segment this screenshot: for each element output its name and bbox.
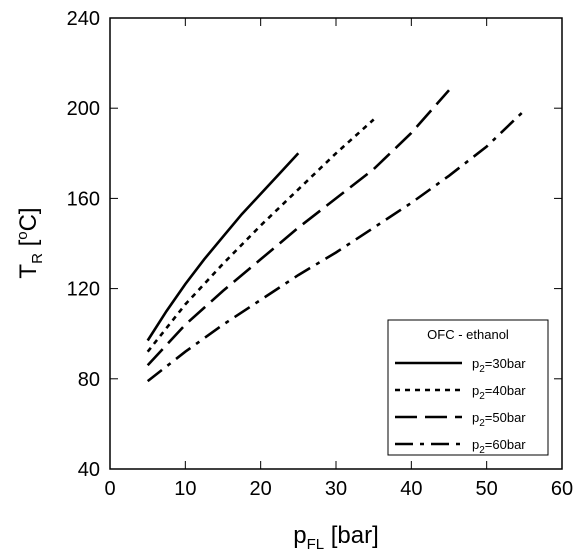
y-axis-title-group: TR [oC]	[14, 207, 46, 278]
x-tick-label: 60	[551, 478, 573, 500]
x-axis-title: pFL [bar]	[293, 522, 379, 553]
series-line-3	[146, 89, 450, 367]
y-tick-label: 40	[78, 459, 100, 481]
legend: OFC - ethanol p2=30barp2=40barp2=50barp2…	[387, 319, 549, 456]
y-tick-label: 160	[67, 188, 100, 210]
legend-entries: p2=30bar p2=40bar p2=50bar p2=60bar	[395, 356, 526, 456]
x-tick-label: 30	[325, 478, 347, 500]
y-axis-title: TR [oC]	[14, 207, 46, 278]
series-layer	[146, 89, 526, 383]
legend-label-4: p2=60bar	[472, 437, 526, 456]
series-line-4	[146, 109, 526, 383]
y-tick-label: 200	[67, 98, 100, 120]
series-line-1	[146, 152, 300, 342]
x-tick-label: 20	[250, 478, 272, 500]
y-tick-label: 120	[67, 279, 100, 301]
legend-box	[387, 319, 549, 456]
x-tick-label: 10	[174, 478, 196, 500]
series-line-2	[146, 118, 375, 353]
legend-label-3: p2=50bar	[472, 410, 526, 429]
x-tick-label: 50	[476, 478, 498, 500]
y-tick-label: 240	[67, 8, 100, 30]
tick-labels-layer: 0 10 20 30 40 50 60 40 80 120 160 200 240	[67, 8, 574, 500]
x-tick-label: 40	[400, 478, 422, 500]
legend-title: OFC - ethanol	[427, 327, 509, 342]
y-tick-label: 80	[78, 369, 100, 391]
legend-label-2: p2=40bar	[472, 383, 526, 402]
legend-label-1: p2=30bar	[472, 356, 526, 375]
x-tick-label: 0	[104, 478, 115, 500]
plot-frame	[109, 17, 563, 470]
